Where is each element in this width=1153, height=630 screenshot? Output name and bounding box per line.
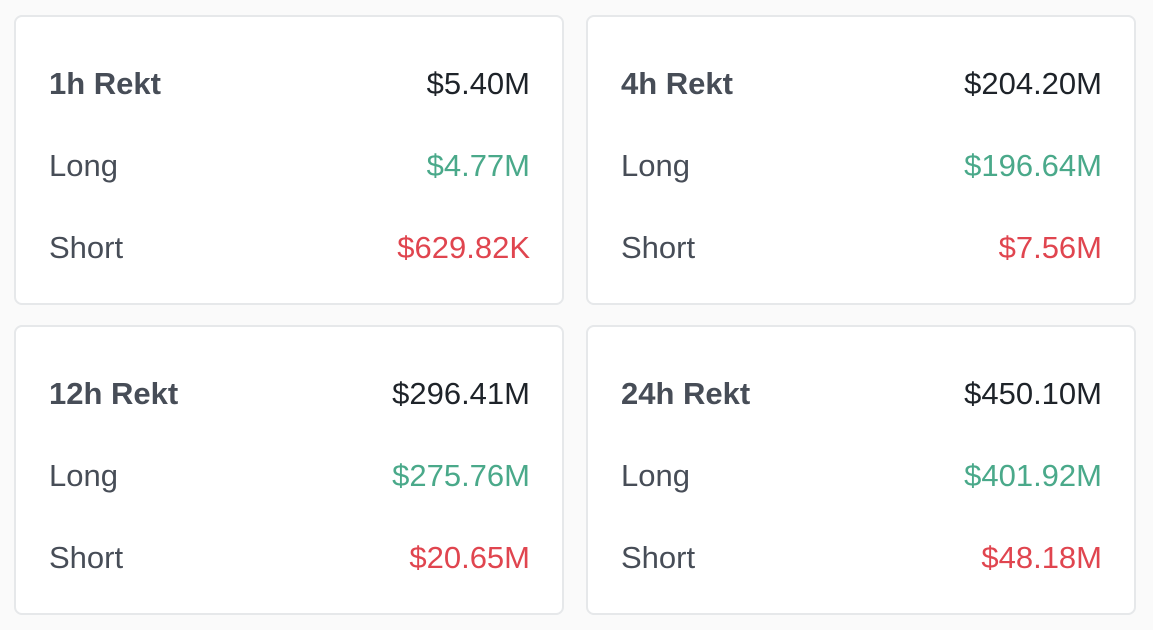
total-value: $450.10M xyxy=(964,376,1102,411)
short-row: Short $629.82K xyxy=(49,230,530,265)
total-value: $204.20M xyxy=(964,66,1102,101)
rekt-card-24h: 24h Rekt $450.10M Long $401.92M Short $4… xyxy=(586,325,1136,615)
short-value: $629.82K xyxy=(397,230,530,265)
total-value: $296.41M xyxy=(392,376,530,411)
card-title: 4h Rekt xyxy=(621,66,733,101)
long-row: Long $4.77M xyxy=(49,148,530,183)
short-label: Short xyxy=(621,230,696,265)
total-row: 12h Rekt $296.41M xyxy=(49,376,530,411)
short-label: Short xyxy=(49,540,124,575)
card-title: 12h Rekt xyxy=(49,376,179,411)
total-row: 1h Rekt $5.40M xyxy=(49,66,530,101)
short-label: Short xyxy=(621,540,696,575)
rekt-card-1h: 1h Rekt $5.40M Long $4.77M Short $629.82… xyxy=(14,15,564,305)
card-title: 1h Rekt xyxy=(49,66,161,101)
long-row: Long $401.92M xyxy=(621,458,1102,493)
long-label: Long xyxy=(621,458,690,493)
long-label: Long xyxy=(621,148,690,183)
rekt-card-12h: 12h Rekt $296.41M Long $275.76M Short $2… xyxy=(14,325,564,615)
long-value: $196.64M xyxy=(964,148,1102,183)
long-label: Long xyxy=(49,148,118,183)
long-value: $401.92M xyxy=(964,458,1102,493)
short-value: $48.18M xyxy=(981,540,1102,575)
rekt-summary-grid: 1h Rekt $5.40M Long $4.77M Short $629.82… xyxy=(14,15,1136,615)
total-row: 24h Rekt $450.10M xyxy=(621,376,1102,411)
long-row: Long $196.64M xyxy=(621,148,1102,183)
card-title: 24h Rekt xyxy=(621,376,751,411)
long-value: $4.77M xyxy=(426,148,530,183)
short-label: Short xyxy=(49,230,124,265)
total-row: 4h Rekt $204.20M xyxy=(621,66,1102,101)
short-row: Short $20.65M xyxy=(49,540,530,575)
rekt-card-4h: 4h Rekt $204.20M Long $196.64M Short $7.… xyxy=(586,15,1136,305)
short-value: $20.65M xyxy=(409,540,530,575)
short-row: Short $48.18M xyxy=(621,540,1102,575)
long-label: Long xyxy=(49,458,118,493)
short-row: Short $7.56M xyxy=(621,230,1102,265)
total-value: $5.40M xyxy=(426,66,530,101)
short-value: $7.56M xyxy=(998,230,1102,265)
long-value: $275.76M xyxy=(392,458,530,493)
long-row: Long $275.76M xyxy=(49,458,530,493)
